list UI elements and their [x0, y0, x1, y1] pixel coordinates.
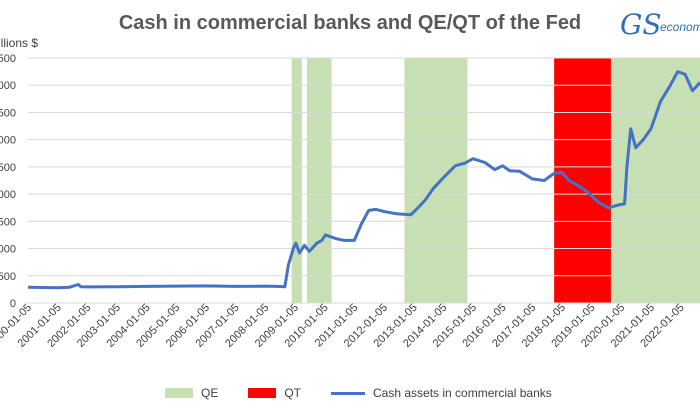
- y-tick-labels: 0 500 1000 1500 2000 2500 3000 3500 4000 4500: [0, 53, 16, 310]
- legend-swatch-qt: [248, 388, 277, 398]
- legend-item-qt: QT: [248, 386, 301, 400]
- gs-econom-logo: GS econom: [620, 8, 700, 52]
- shaded-period-qe-1: [306, 58, 332, 303]
- series-line-cash-assets: [27, 70, 700, 290]
- y-tick-label: 500: [0, 271, 16, 283]
- legend-item-cash: Cash assets in commercial banks: [331, 386, 552, 400]
- shaded-period-qe-4: [610, 58, 700, 303]
- y-axis-unit-label: Billions $: [0, 36, 39, 50]
- logo-text: econom: [660, 20, 700, 34]
- shaded-period-qt-3: [554, 58, 611, 303]
- legend-label-qt: QT: [284, 386, 302, 400]
- y-tick-label: 3500: [0, 107, 16, 119]
- y-tick-label: 2500: [0, 162, 16, 174]
- x-tick-labels: 2000-01-052001-01-052002-01-052003-01-05…: [0, 302, 687, 350]
- legend-item-qe: QE: [165, 386, 218, 400]
- y-tick-label: 0: [10, 298, 16, 310]
- shaded-period-qe-2: [404, 58, 468, 303]
- y-tick-label: 1000: [0, 244, 16, 256]
- y-tick-label: 4500: [0, 53, 16, 65]
- y-tick-label: 4000: [0, 80, 16, 92]
- legend-swatch-qe: [165, 388, 193, 398]
- series-lines: [27, 70, 700, 290]
- legend-label-cash: Cash assets in commercial banks: [373, 386, 552, 400]
- y-tick-label: 3000: [0, 135, 16, 147]
- y-tick-label: 1500: [0, 216, 16, 228]
- chart-legend: QE QT Cash assets in commercial banks: [165, 384, 582, 402]
- logo-mark: GS: [620, 8, 662, 41]
- shaded-periods: [291, 58, 700, 303]
- legend-swatch-cash: [331, 391, 366, 395]
- y-tick-label: 2000: [0, 189, 16, 201]
- shaded-period-qe-0: [291, 58, 302, 303]
- legend-label-qe: QE: [201, 386, 219, 400]
- chart-title: Cash in commercial banks and QE/QT of th…: [118, 12, 582, 34]
